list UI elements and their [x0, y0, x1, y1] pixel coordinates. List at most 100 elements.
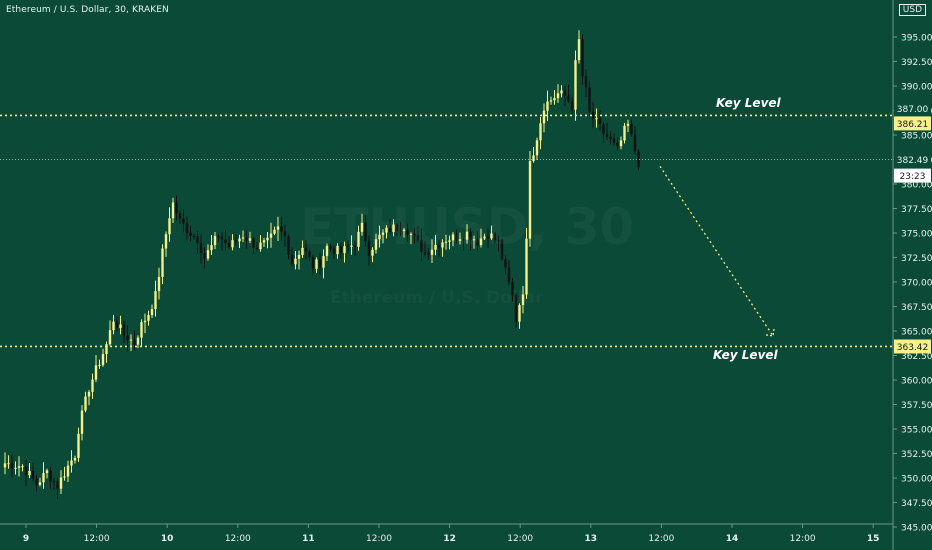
candle-body	[255, 247, 259, 250]
candle-body	[444, 241, 448, 243]
candle-body	[336, 245, 339, 255]
price-tick-label: 355.00	[901, 426, 932, 436]
time-tick-label: 12:00	[507, 534, 533, 544]
candle-body	[98, 365, 101, 367]
candle-body	[105, 344, 108, 355]
candle-body	[451, 234, 455, 241]
candle-body	[45, 470, 49, 474]
currency-button[interactable]: USD	[898, 4, 926, 16]
candle-body	[182, 218, 185, 224]
candle-body	[521, 294, 525, 306]
lower-level-price-tag-bg	[894, 339, 931, 354]
candle-body	[381, 232, 385, 235]
candle-body	[273, 229, 276, 234]
candle-body	[574, 60, 577, 110]
candle-body	[126, 335, 129, 341]
candle-body	[10, 463, 14, 469]
price-tick-label: 345.00	[901, 524, 932, 534]
time-tick-label: 11	[302, 534, 315, 544]
candle-body	[42, 473, 45, 483]
candle-body	[525, 238, 528, 295]
candle-body	[483, 236, 486, 239]
price-tick-label: 375.00	[901, 230, 932, 240]
candle-body	[238, 238, 241, 242]
candle-body	[297, 255, 301, 259]
candle-body	[535, 140, 539, 156]
time-tick-label: 12:00	[790, 534, 816, 544]
candle-body	[455, 234, 458, 241]
candle-body	[241, 237, 245, 239]
candle-body	[143, 320, 147, 323]
candle-body	[224, 239, 227, 243]
candle-body	[423, 251, 427, 253]
candle-body	[108, 330, 112, 345]
candle-body	[283, 231, 287, 237]
candle-body	[70, 460, 73, 466]
candle-body	[626, 123, 630, 126]
candle-body	[234, 240, 238, 242]
candle-body	[518, 305, 521, 322]
candle-body	[406, 229, 409, 235]
candle-body	[147, 314, 150, 321]
countdown-tag: 23:23	[900, 172, 926, 182]
candle-body	[217, 235, 220, 237]
candle-body	[448, 240, 451, 242]
candle-body	[353, 245, 357, 247]
candle-body	[164, 234, 168, 249]
candle-body	[388, 227, 392, 232]
price-tick-label: 352.50	[901, 450, 932, 460]
candle-body	[409, 233, 413, 235]
price-tick-label: 380.00	[901, 181, 932, 191]
countdown-tag-bg	[894, 168, 931, 183]
price-tick-label: 357.50	[901, 401, 932, 411]
candle-body	[136, 337, 140, 345]
price-tick-label: 377.50	[901, 205, 932, 215]
candle-body	[311, 257, 315, 269]
candle-body	[52, 481, 56, 483]
price-tick-label: 392.50	[901, 58, 932, 68]
candle-body	[24, 466, 28, 476]
watermark-symbol: ETHUSD, 30	[300, 198, 634, 256]
time-axis[interactable]: 9 12:00 10 12:00 11 12:00 12 12:00 13 12:00 14 12:0…	[23, 524, 880, 544]
candle-body	[399, 230, 402, 232]
candle-body	[220, 236, 224, 240]
candle-body	[378, 234, 381, 240]
candle-body	[318, 259, 322, 268]
time-tick-label: 10	[161, 534, 174, 544]
upper-level-price-tag-bg	[894, 101, 931, 116]
candle-body	[549, 100, 553, 102]
candle-body	[294, 258, 297, 265]
candle-body	[119, 324, 122, 329]
candle-body	[371, 249, 374, 256]
candle-body	[462, 239, 465, 241]
candle-body	[87, 391, 91, 397]
candle-body	[595, 118, 598, 120]
candle-body	[612, 138, 616, 143]
candle-body	[542, 110, 546, 124]
price-tick-label: 370.00	[901, 279, 932, 289]
candle-body	[553, 98, 556, 101]
candle-body	[206, 250, 210, 259]
candle-body	[570, 101, 574, 110]
candle-body	[472, 239, 476, 241]
candle-body	[80, 410, 84, 434]
candle-body	[490, 233, 493, 239]
price-tick-label: 390.00	[901, 83, 932, 93]
candle-body	[161, 248, 164, 277]
time-tick-label: 15	[867, 534, 880, 544]
candle-body	[367, 241, 371, 256]
key-level-label-lower: Key Level	[713, 348, 778, 362]
candle-body	[7, 463, 10, 465]
time-tick-label: 12:00	[648, 534, 674, 544]
candle-body	[280, 226, 283, 232]
candle-body	[364, 222, 367, 242]
candle-body	[325, 245, 329, 257]
candle-body	[66, 465, 70, 477]
candle-body	[560, 90, 563, 94]
candle-body	[427, 252, 430, 255]
candle-body	[154, 291, 157, 310]
time-tick-label: 13	[585, 534, 598, 544]
candle-body	[588, 87, 591, 112]
candle-body	[192, 235, 196, 237]
